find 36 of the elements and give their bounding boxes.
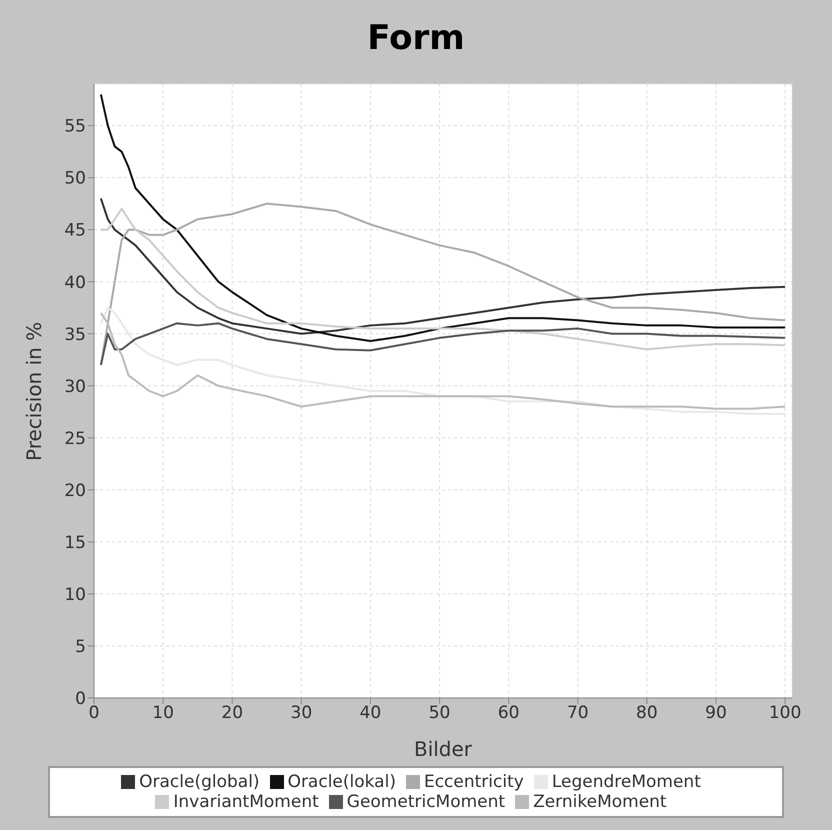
y-tick-label: 45 <box>64 220 86 241</box>
y-tick-label: 10 <box>64 584 86 605</box>
y-tick-label: 35 <box>64 324 86 345</box>
y-tick-label: 5 <box>75 637 86 657</box>
chart-title: Form <box>366 18 466 58</box>
line-series <box>100 322 786 366</box>
y-tick-label: 25 <box>64 428 86 449</box>
x-axis-title: Bilder <box>414 737 473 761</box>
x-tick-label: 90 <box>705 703 727 724</box>
legend-label: ZernikeMoment <box>533 792 667 812</box>
x-tick-label: 0 <box>88 703 100 724</box>
x-tick-label: 20 <box>221 703 244 724</box>
x-tick-label: 100 <box>768 703 802 724</box>
legend-label: GeometricMoment <box>346 792 506 812</box>
y-tick-label: 0 <box>75 689 86 710</box>
legend-label: Eccentricity <box>424 772 524 792</box>
x-tick-label: 70 <box>566 703 589 724</box>
legend-label: LegendreMoment <box>552 772 701 792</box>
x-tick-label: 30 <box>290 703 312 724</box>
line-series <box>100 93 786 342</box>
y-tick-label: 30 <box>64 376 86 397</box>
x-tick-label: 80 <box>636 703 658 724</box>
x-tick-label: 60 <box>498 703 520 724</box>
legend-label: InvariantMoment <box>173 792 319 812</box>
y-tick-label: 55 <box>64 116 86 137</box>
y-tick-label: 15 <box>64 532 86 553</box>
x-tick-label: 50 <box>428 703 450 724</box>
x-tick-label: 10 <box>152 703 174 724</box>
y-tick-label: 50 <box>64 168 86 189</box>
y-tick-label: 20 <box>64 480 86 501</box>
y-axis-title: Precision in % <box>22 322 46 461</box>
line-series <box>100 197 786 335</box>
legend-label: Oracle(lokal) <box>288 772 396 792</box>
legend-label: Oracle(global) <box>139 772 260 792</box>
x-tick-label: 40 <box>360 703 382 724</box>
y-tick-label: 40 <box>64 272 86 293</box>
